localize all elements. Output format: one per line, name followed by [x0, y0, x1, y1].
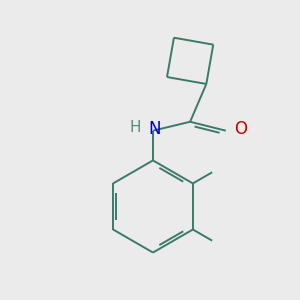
Text: N: N [148, 120, 161, 138]
Text: H: H [130, 120, 142, 135]
Text: O: O [234, 120, 247, 138]
